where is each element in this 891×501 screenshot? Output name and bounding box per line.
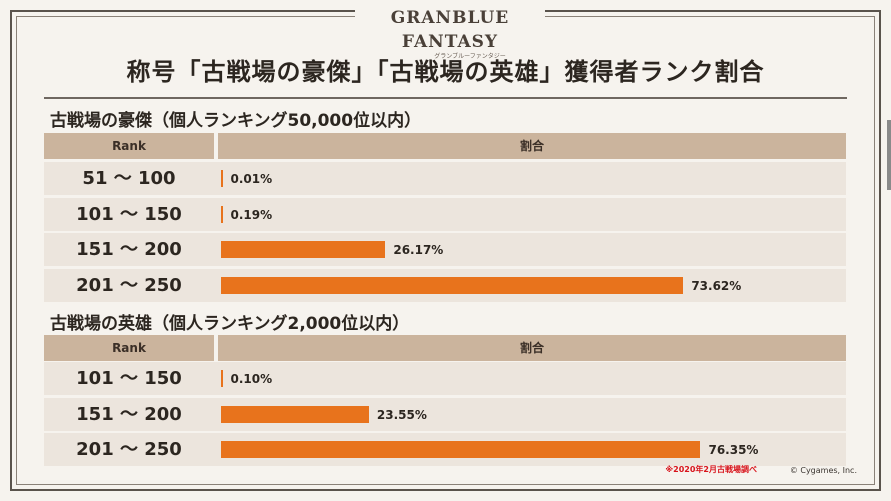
column-header-rank: Rank <box>44 335 214 361</box>
page-title: 称号「古戦場の豪傑」「古戦場の英雄」獲得者ランク割合 <box>126 58 765 86</box>
rank-label: 151 ～ 200 <box>76 239 182 260</box>
survey-note: ※2020年2月古戦場調べ <box>665 465 757 474</box>
rank-label: 101 ～ 150 <box>76 368 182 389</box>
ratio-cell: 0.10% <box>218 362 846 395</box>
ratio-bar <box>221 370 223 387</box>
ratio-cell: 26.17% <box>218 233 846 266</box>
copyright: © Cygames, Inc. <box>789 466 857 475</box>
logo-text: GRANBLUE FANTASY <box>390 8 510 52</box>
ratio-cell: 0.01% <box>218 162 846 195</box>
rank-label: 201 ～ 250 <box>76 274 182 296</box>
title-divider <box>44 97 847 99</box>
table-row: 101 ～ 150 0.10% <box>44 362 846 395</box>
table-row: 151 ～ 200 26.17% <box>44 233 846 266</box>
logo-subtext: グランブルーファンタジー <box>434 53 506 60</box>
column-header-ratio: 割合 <box>218 335 846 361</box>
ratio-cell: 76.35% <box>218 433 846 466</box>
game-logo: GRANBLUE FANTASY グランブルーファンタジー <box>355 2 545 60</box>
ratio-value-label: 23.55% <box>376 407 427 422</box>
ratio-bar <box>221 205 223 223</box>
column-header-ratio: 割合 <box>218 133 846 159</box>
rank-label: 51 ～ 100 <box>82 168 176 189</box>
ratio-bar <box>221 441 701 458</box>
table-row: 101 ～ 150 0.19% <box>44 197 846 231</box>
ratio-cell: 0.19% <box>218 197 846 231</box>
section-title-gouketsu: 古戦場の豪傑（個人ランキング50,000位以内） <box>50 111 422 131</box>
ratio-value-label: 73.62% <box>691 278 742 293</box>
ratio-bar <box>221 170 223 187</box>
ratio-cell: 23.55% <box>218 397 846 431</box>
ratio-value-label: 0.10% <box>230 372 273 386</box>
table-row: 201 ～ 250 73.62% <box>44 268 846 302</box>
section-title-eiyuu: 古戦場の英雄（個人ランキング2,000位以内） <box>50 314 410 334</box>
rank-label: 101 ～ 150 <box>76 203 182 225</box>
ratio-value-label: 26.17% <box>393 243 444 257</box>
ratio-bar <box>221 276 684 294</box>
ratio-value-label: 0.19% <box>230 207 273 222</box>
table-row: 201 ～ 250 76.35% <box>44 433 846 466</box>
table-row: 51 ～ 100 0.01% <box>44 162 846 195</box>
ratio-value-label: 0.01% <box>230 172 273 186</box>
rank-label: 201 ～ 250 <box>76 439 182 460</box>
scrollbar[interactable] <box>887 120 891 190</box>
rank-label: 151 ～ 200 <box>76 403 182 425</box>
ratio-bar <box>221 405 369 423</box>
ratio-cell: 73.62% <box>218 268 846 302</box>
table-row: 151 ～ 200 23.55% <box>44 397 846 431</box>
ratio-value-label: 76.35% <box>708 443 759 457</box>
column-header-rank: Rank <box>44 133 214 159</box>
ratio-bar <box>221 241 386 258</box>
